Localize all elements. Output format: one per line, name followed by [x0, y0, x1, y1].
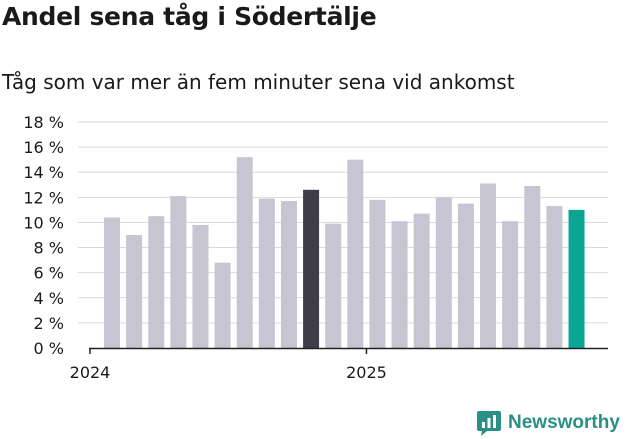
bar — [214, 262, 231, 348]
bar — [369, 199, 386, 348]
x-tick-label: 2024 — [70, 363, 111, 382]
bar — [568, 209, 585, 348]
bar — [148, 216, 165, 348]
bar-chart: 0 % 2 % 4 % 6 % 8 % 10 % 12 % 14 % 16 % 18 % 2024 2… — [23, 113, 608, 382]
y-tick-label: 6 % — [34, 264, 64, 283]
bar — [546, 206, 563, 348]
chart-title: Andel sena tåg i Södertälje — [2, 2, 377, 31]
bar — [457, 203, 474, 348]
y-tick-label: 18 % — [23, 113, 64, 132]
brand-name: Newsworthy — [508, 412, 620, 433]
bar — [347, 159, 364, 348]
bar — [258, 198, 275, 348]
bar — [104, 217, 120, 348]
x-tick-label: 2025 — [346, 363, 387, 382]
bar — [325, 223, 342, 348]
y-tick-label: 14 % — [23, 163, 64, 182]
bar — [236, 157, 253, 348]
bar — [280, 201, 297, 348]
bar — [303, 189, 320, 348]
y-tick-label: 10 % — [23, 213, 64, 232]
y-tick-label: 12 % — [23, 188, 64, 207]
bar — [413, 213, 430, 348]
y-tick-label: 16 % — [23, 138, 64, 157]
y-tick-label: 8 % — [34, 239, 64, 258]
bar — [126, 235, 143, 348]
y-tick-label: 4 % — [34, 289, 64, 308]
bar — [391, 221, 408, 348]
brand-logo: Newsworthy — [476, 408, 620, 438]
bar — [502, 221, 519, 348]
y-tick-label: 0 % — [34, 339, 64, 358]
chart-subtitle: Tåg som var mer än fem minuter sena vid … — [2, 70, 515, 94]
bar — [524, 186, 541, 348]
y-tick-label: 2 % — [34, 314, 64, 333]
bar — [435, 197, 452, 348]
bar — [480, 183, 497, 348]
bar — [192, 224, 209, 348]
bar — [170, 196, 187, 348]
newsworthy-icon — [477, 411, 501, 436]
